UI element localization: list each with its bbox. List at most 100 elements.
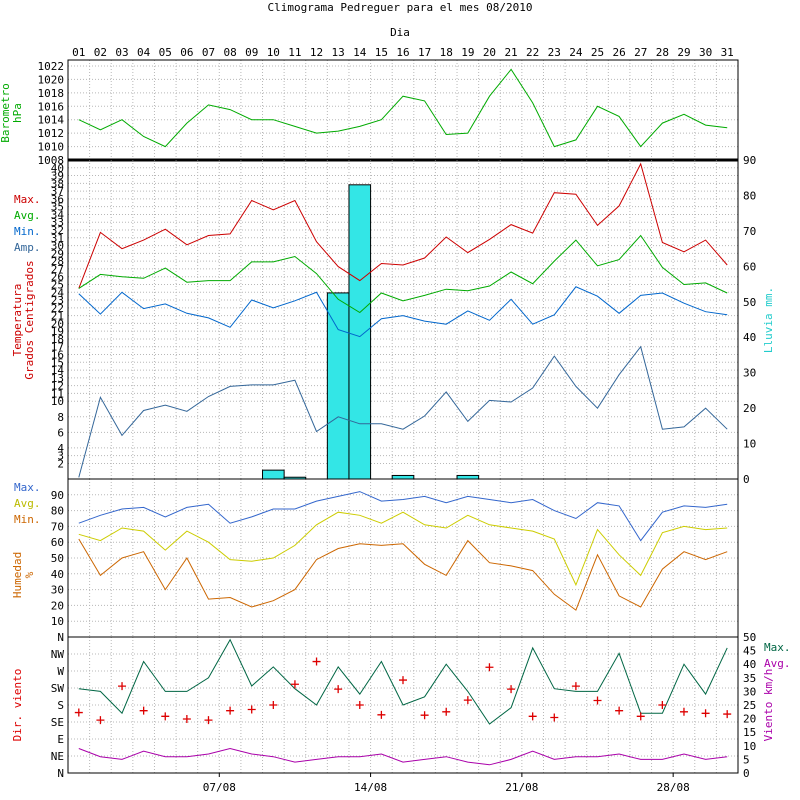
temperature-tick-label: 11 <box>51 387 64 400</box>
day-label: 21 <box>504 46 517 59</box>
temperature-tick-label: 20 <box>51 317 64 330</box>
date-tick-label: 07/08 <box>203 781 236 794</box>
day-label: 26 <box>613 46 626 59</box>
humidity-tick-label: 30 <box>51 584 64 597</box>
wind-direction-marker <box>247 705 256 714</box>
barometer-ylabel-line2: hPa <box>11 103 24 123</box>
day-label: 17 <box>418 46 431 59</box>
rain-ylabel: Lluvia mm. <box>762 287 775 353</box>
rain-tick-label: 60 <box>743 260 756 273</box>
day-label: 08 <box>223 46 236 59</box>
rain-bar <box>348 184 372 480</box>
temperature-tick-label: 25 <box>51 278 64 291</box>
humidity-panel: 10 20 30 40 50 60 70 80 90 <box>51 478 739 638</box>
temperature-tick-label: 6 <box>57 426 64 439</box>
wind-direction-marker <box>679 707 688 716</box>
wind-direction-label: SE <box>51 716 64 729</box>
wind-direction-marker <box>399 676 407 685</box>
temperature-tick-label: 12 <box>51 380 64 393</box>
wind-direction-marker <box>355 701 364 709</box>
wind-direction-label: E <box>57 733 64 746</box>
wind-direction-marker <box>723 710 732 719</box>
temperature-tick-label: 29 <box>51 247 64 260</box>
wind-direction-label: W <box>57 665 64 678</box>
hum-legend-min: Min. <box>14 513 41 526</box>
wind-direction-marker <box>615 706 624 715</box>
temperature-tick-label: 31 <box>51 232 64 245</box>
wind-direction-marker <box>334 685 343 694</box>
temperature-tick-label: 36 <box>51 193 64 206</box>
barometer-tick-label: 1016 <box>38 100 65 113</box>
wind-direction-marker <box>528 712 537 721</box>
temperature-tick-label: 10 <box>51 395 64 408</box>
temperature-tick-label: 35 <box>51 201 64 214</box>
wind-direction-marker <box>226 706 235 715</box>
wind-direction-marker <box>550 713 559 722</box>
temperature-tick-label: 15 <box>51 356 64 369</box>
wind-frame <box>67 636 739 774</box>
temp-amp-line <box>78 345 728 478</box>
temperature-tick-label: 26 <box>51 271 64 284</box>
day-label: 24 <box>569 46 583 59</box>
humidity-tick-label: 10 <box>51 615 64 628</box>
temperature-tick-label: 21 <box>51 310 64 323</box>
wind-direction-label: NE <box>51 750 64 763</box>
day-label: 29 <box>677 46 690 59</box>
day-label: 15 <box>375 46 388 59</box>
temperature-tick-label: 14 <box>51 364 65 377</box>
rain-tick-label: 80 <box>743 189 756 202</box>
day-label: 25 <box>591 46 604 59</box>
wind-legend-max: Max. <box>764 641 791 654</box>
barometer-tick-label: 1010 <box>38 141 65 154</box>
humidity-tick-label: 80 <box>51 505 64 518</box>
day-label: 10 <box>267 46 280 59</box>
wind-direction-marker <box>420 711 429 720</box>
day-label: 12 <box>310 46 323 59</box>
rain-tick-label: 50 <box>743 296 756 309</box>
date-tick-label: 21/08 <box>505 781 538 794</box>
hum-legend-max: Max. <box>14 481 41 494</box>
temperature-tick-label: 27 <box>51 263 64 276</box>
rain-bar <box>456 474 480 480</box>
day-label: 27 <box>634 46 647 59</box>
humidity-tick-label: 20 <box>51 599 64 612</box>
day-label: 05 <box>159 46 172 59</box>
rain-bar <box>391 474 415 480</box>
humidity-tick-label: 70 <box>51 520 64 533</box>
wind-direction-marker <box>571 682 580 691</box>
day-label: 11 <box>288 46 301 59</box>
wind-direction-marker <box>161 712 170 721</box>
wind-speed-tick-label: 35 <box>743 672 756 685</box>
humidity-tick-label: 90 <box>51 489 64 502</box>
wind-dir-ylabel: Dir. viento <box>11 669 24 742</box>
humidity-tick-label: 50 <box>51 552 64 565</box>
barometer-tick-label: 1014 <box>38 114 65 127</box>
wind-speed-tick-label: 15 <box>743 726 756 739</box>
barometer-tick-label: 1022 <box>38 60 65 73</box>
day-labels: 01 02 03 04 05 06 07 08 09 10 11 12 13 14 15 16 17 18 19 20… <box>72 46 734 59</box>
hum-max-line <box>78 491 728 542</box>
rain-tick-label: 30 <box>743 367 756 380</box>
day-label: 06 <box>180 46 193 59</box>
temperature-tick-label: 8 <box>57 411 64 424</box>
temperature-tick-label: 4 <box>57 442 64 455</box>
temperature-tick-label: 37 <box>51 185 64 198</box>
temperature-tick-label: 13 <box>51 372 64 385</box>
wind-direction-label: N <box>57 631 64 644</box>
temperature-tick-label: 3 <box>57 450 64 463</box>
wind-direction-marker <box>442 707 451 716</box>
hum-avg-line <box>78 511 728 587</box>
day-label: 01 <box>72 46 85 59</box>
rain-tick-label: 70 <box>743 225 756 238</box>
wind-direction-marker <box>593 696 602 705</box>
day-label: 20 <box>483 46 496 59</box>
wind-direction-marker <box>507 685 516 694</box>
wind-speed-tick-label: 45 <box>743 645 756 658</box>
wind-direction-label: S <box>57 699 64 712</box>
wind-direction-marker <box>312 657 321 666</box>
wind-direction-marker <box>636 712 645 721</box>
hum-legend-avg: Avg. <box>14 497 41 510</box>
wind-direction-marker <box>182 714 191 723</box>
wind-direction-marker <box>485 663 494 672</box>
rain-bar <box>262 469 285 480</box>
